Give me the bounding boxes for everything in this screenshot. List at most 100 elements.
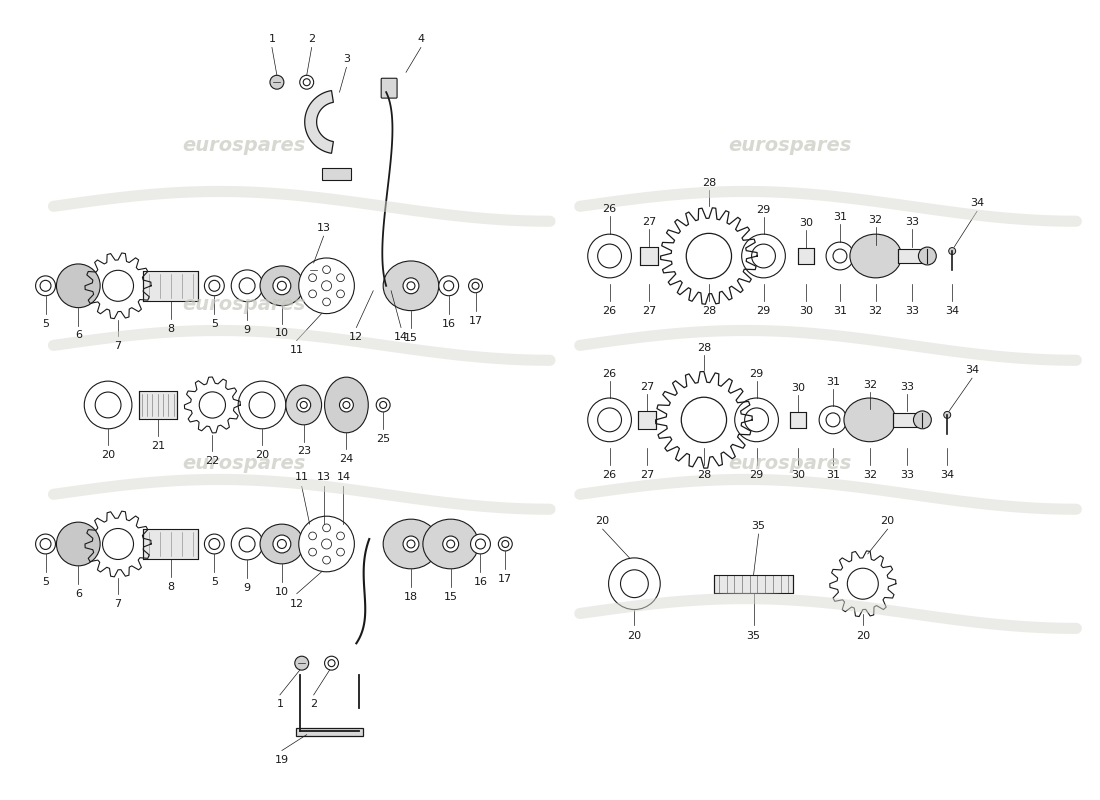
Circle shape	[948, 247, 956, 254]
Text: 17: 17	[498, 574, 513, 584]
Text: 26: 26	[603, 204, 617, 214]
Circle shape	[40, 538, 51, 550]
Circle shape	[471, 534, 491, 554]
Circle shape	[407, 282, 415, 290]
Text: 5: 5	[42, 318, 50, 329]
Text: 26: 26	[603, 470, 617, 479]
Text: 20: 20	[255, 450, 270, 461]
Text: 34: 34	[940, 470, 955, 479]
Circle shape	[681, 398, 727, 442]
Text: 27: 27	[642, 218, 657, 227]
Text: 6: 6	[75, 330, 81, 341]
Circle shape	[299, 75, 314, 89]
Circle shape	[944, 411, 950, 418]
Circle shape	[304, 78, 310, 86]
Circle shape	[820, 406, 847, 434]
Text: 24: 24	[339, 454, 353, 465]
Circle shape	[826, 413, 840, 427]
Text: 30: 30	[800, 306, 813, 316]
Circle shape	[379, 402, 386, 409]
Ellipse shape	[324, 377, 369, 433]
Text: 7: 7	[114, 599, 122, 610]
Text: 29: 29	[749, 370, 763, 379]
Text: 4: 4	[417, 34, 425, 45]
Text: 19: 19	[275, 754, 289, 765]
Text: 30: 30	[791, 383, 805, 394]
Text: 1: 1	[276, 699, 284, 709]
Circle shape	[309, 290, 317, 298]
Circle shape	[209, 280, 220, 291]
Text: 32: 32	[862, 470, 877, 479]
Circle shape	[56, 522, 100, 566]
Text: 31: 31	[833, 306, 847, 316]
Circle shape	[337, 290, 344, 298]
Circle shape	[475, 539, 485, 549]
Circle shape	[56, 264, 100, 308]
Text: 33: 33	[905, 218, 920, 227]
Circle shape	[439, 276, 459, 296]
Text: 13: 13	[317, 473, 331, 482]
Circle shape	[273, 535, 290, 553]
Text: 26: 26	[603, 306, 617, 316]
Circle shape	[96, 392, 121, 418]
Text: 8: 8	[167, 582, 174, 592]
Circle shape	[833, 249, 847, 263]
Text: 20: 20	[856, 631, 870, 642]
Text: 30: 30	[800, 218, 813, 228]
Text: 31: 31	[826, 470, 840, 479]
FancyBboxPatch shape	[799, 248, 814, 264]
Ellipse shape	[850, 234, 902, 278]
FancyBboxPatch shape	[382, 78, 397, 98]
Circle shape	[469, 279, 483, 293]
Text: eurospares: eurospares	[728, 136, 852, 155]
Text: 33: 33	[901, 382, 914, 392]
Circle shape	[918, 247, 936, 265]
Circle shape	[498, 537, 513, 551]
Circle shape	[249, 392, 275, 418]
Text: 25: 25	[376, 434, 390, 443]
Circle shape	[442, 536, 459, 552]
Circle shape	[205, 534, 224, 554]
Circle shape	[321, 539, 331, 549]
Text: 1: 1	[268, 34, 275, 45]
Circle shape	[403, 278, 419, 294]
Ellipse shape	[422, 519, 478, 569]
Text: 28: 28	[696, 470, 711, 479]
Text: eurospares: eurospares	[728, 454, 852, 473]
Text: eurospares: eurospares	[183, 454, 306, 473]
Circle shape	[35, 276, 55, 296]
Text: 17: 17	[469, 315, 483, 326]
Circle shape	[443, 281, 453, 290]
Circle shape	[502, 541, 509, 547]
Circle shape	[751, 244, 776, 268]
Text: 8: 8	[167, 323, 174, 334]
Text: 32: 32	[869, 215, 883, 226]
Circle shape	[299, 516, 354, 572]
Circle shape	[309, 532, 317, 540]
Circle shape	[309, 274, 317, 282]
Text: 10: 10	[275, 329, 289, 338]
Text: 33: 33	[905, 306, 920, 316]
Text: 14: 14	[394, 333, 408, 342]
Text: 35: 35	[747, 631, 760, 642]
Circle shape	[597, 244, 622, 268]
Text: 16: 16	[473, 577, 487, 586]
Text: 29: 29	[757, 206, 771, 215]
Circle shape	[322, 266, 330, 274]
Circle shape	[337, 532, 344, 540]
Text: 15: 15	[443, 592, 458, 602]
FancyBboxPatch shape	[296, 728, 363, 736]
Circle shape	[295, 656, 309, 670]
Circle shape	[913, 411, 932, 429]
Circle shape	[239, 536, 255, 552]
Circle shape	[321, 281, 331, 291]
Text: 2: 2	[310, 699, 317, 709]
Circle shape	[343, 402, 350, 409]
Text: 3: 3	[343, 54, 350, 64]
Circle shape	[102, 270, 133, 302]
Ellipse shape	[844, 398, 895, 442]
Ellipse shape	[260, 524, 304, 564]
Circle shape	[324, 656, 339, 670]
Circle shape	[322, 556, 330, 564]
Text: 13: 13	[317, 223, 331, 233]
